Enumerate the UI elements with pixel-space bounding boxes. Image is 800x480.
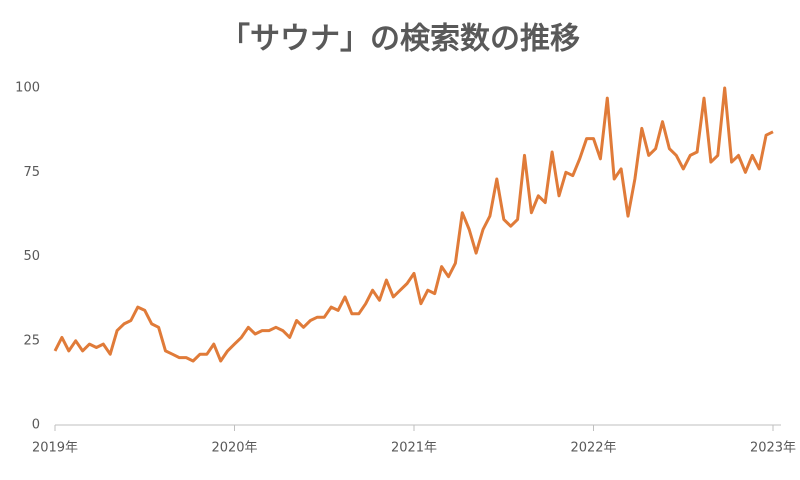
chart-title: 「サウナ」の検索数の推移 [220,22,580,57]
y-tick-label: 50 [23,249,40,264]
x-tick-label: 2022年 [570,441,616,456]
data-line [53,86,774,363]
x-tick-label: 2021年 [391,441,437,456]
y-tick-label: 100 [15,81,40,96]
x-tick-label: 2019年 [32,441,78,456]
y-tick-label: 0 [32,418,40,433]
y-tick-label: 75 [23,165,40,180]
x-tick-label: 2020年 [211,441,257,456]
y-tick-label: 25 [23,333,40,348]
x-tick-label: 2023年 [750,441,796,456]
